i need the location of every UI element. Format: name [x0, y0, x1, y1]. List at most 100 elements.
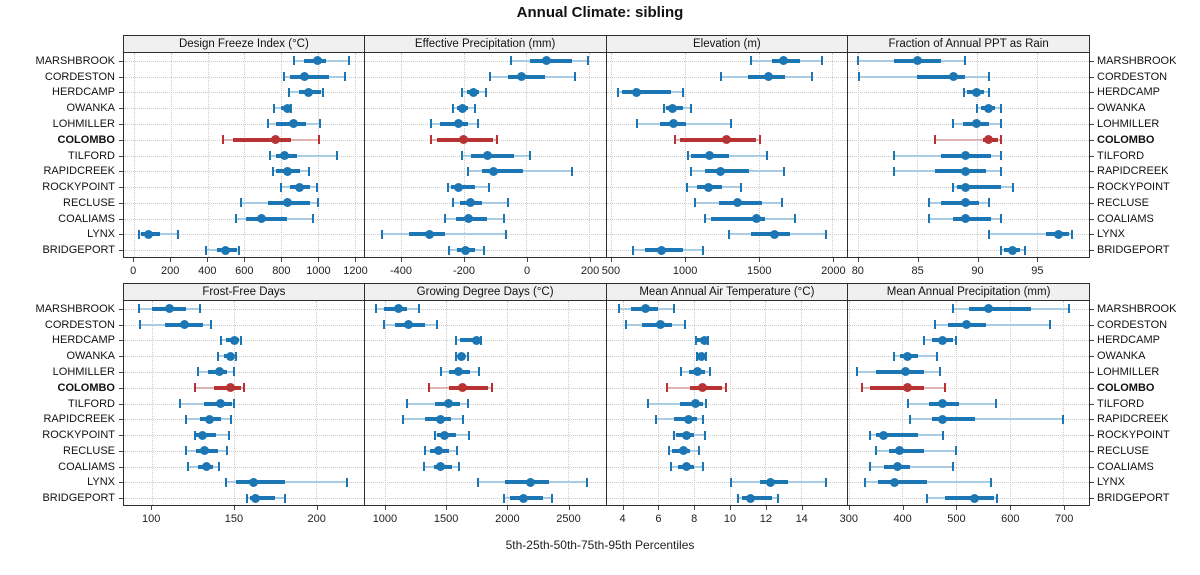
grid-line-horizontal: [364, 419, 606, 421]
median-dot: [424, 229, 434, 239]
panel: [123, 301, 365, 506]
grid-line-horizontal: [124, 356, 364, 358]
y-axis-tick: [1090, 76, 1094, 78]
median-dot: [700, 335, 710, 345]
x-axis-tick-label: 700: [1054, 513, 1074, 525]
median-dot: [459, 135, 469, 145]
whisker-cap: [348, 56, 351, 66]
median-dot: [471, 335, 481, 345]
median-dot: [704, 151, 714, 160]
site-label-left: CORDESTON: [44, 70, 115, 83]
median-dot: [972, 119, 982, 129]
whisker-cap: [666, 383, 669, 393]
whisker-cap: [448, 245, 451, 255]
grid-line-horizontal: [606, 498, 848, 500]
whisker-cap: [780, 198, 783, 208]
y-axis-tick: [119, 60, 123, 62]
y-axis-tick: [1090, 324, 1094, 326]
x-axis-tick-label: 100: [141, 513, 161, 525]
y-axis-tick: [119, 76, 123, 78]
site-label-left: COLOMBO: [57, 381, 115, 394]
median-dot: [656, 245, 666, 255]
panel-strip-label: Design Freeze Index (°C): [123, 35, 365, 53]
whisker-cap: [999, 135, 1002, 145]
whisker-cap: [506, 198, 509, 208]
x-axis-tick-label: 400: [198, 265, 217, 277]
grid-line-horizontal: [606, 419, 848, 421]
grid-line-horizontal: [364, 498, 606, 500]
x-axis-tick: [233, 506, 235, 510]
y-axis-tick: [119, 371, 123, 373]
median-dot: [763, 72, 773, 82]
grid-line-horizontal: [124, 324, 364, 326]
y-axis-tick: [119, 482, 123, 484]
median-dot: [404, 320, 414, 330]
whisker-cap: [705, 351, 708, 361]
grid-line-horizontal: [606, 250, 848, 252]
y-axis-tick: [1090, 403, 1094, 405]
grid-line-horizontal: [364, 76, 606, 78]
median-dot: [283, 198, 292, 208]
site-label-right: COALIAMS: [1097, 212, 1154, 225]
whisker-cap: [503, 214, 506, 224]
median-dot: [466, 198, 476, 208]
grid-line-horizontal: [848, 356, 1089, 358]
median-dot: [696, 351, 706, 361]
whisker-cap: [586, 56, 589, 66]
site-label-left: ROCKYPOINT: [42, 181, 115, 194]
median-dot: [960, 166, 970, 176]
median-dot: [960, 182, 970, 192]
whisker-cap: [456, 446, 459, 456]
whisker-cap: [999, 245, 1002, 255]
median-dot: [271, 135, 281, 145]
whisker-cap: [938, 367, 941, 377]
whisker-cap: [288, 87, 291, 97]
whisker-cap: [187, 462, 190, 472]
whisker-cap: [694, 335, 697, 345]
site-label-left: COALIAMS: [58, 212, 115, 225]
x-axis-tick: [1064, 506, 1066, 510]
whisker-cap: [280, 182, 283, 192]
median-dot: [440, 430, 450, 440]
grid-line-horizontal: [606, 403, 848, 405]
grid-line-horizontal: [124, 403, 364, 405]
whisker-box: [235, 480, 285, 485]
whisker-cap: [874, 446, 877, 456]
grid-line-vertical: [589, 53, 591, 257]
median-dot: [204, 414, 214, 424]
whisker-cap: [381, 229, 383, 239]
x-axis-tick-label: 600: [1001, 513, 1020, 525]
site-label-right: COLOMBO: [1097, 133, 1155, 146]
median-dot: [960, 198, 970, 208]
site-label-left: HERDCAMP: [52, 86, 115, 99]
x-axis-tick: [568, 506, 570, 510]
y-axis-tick: [1090, 92, 1094, 94]
median-dot: [463, 214, 473, 224]
whisker-cap: [646, 399, 649, 408]
x-axis-tick: [355, 258, 357, 262]
whisker-cap: [941, 430, 944, 440]
whisker-cap: [1011, 182, 1014, 192]
site-label-right: MARSHBROOK: [1097, 54, 1177, 67]
whisker-cap: [933, 320, 936, 330]
panel-strip-label: Mean Annual Precipitation (mm): [848, 283, 1090, 301]
whisker-cap: [673, 304, 676, 314]
site-label-right: CORDESTON: [1097, 70, 1168, 83]
grid-line-horizontal: [606, 308, 848, 310]
y-axis-tick: [119, 92, 123, 94]
whisker-cap: [724, 383, 727, 393]
x-axis-tick: [622, 506, 624, 510]
whisker-cap: [689, 166, 692, 176]
whisker-cap: [282, 72, 285, 82]
grid-line-horizontal: [364, 435, 606, 437]
y-axis-tick: [119, 308, 123, 310]
whisker-box: [449, 385, 489, 390]
whisker-cap: [322, 87, 325, 97]
whisker-cap: [857, 72, 860, 82]
median-dot: [283, 166, 292, 176]
whisker-cap: [928, 198, 931, 208]
whisker-cap: [224, 477, 227, 487]
x-axis-tick-label: 80: [851, 265, 864, 277]
median-dot: [454, 119, 464, 129]
grid-line-horizontal: [124, 308, 364, 310]
